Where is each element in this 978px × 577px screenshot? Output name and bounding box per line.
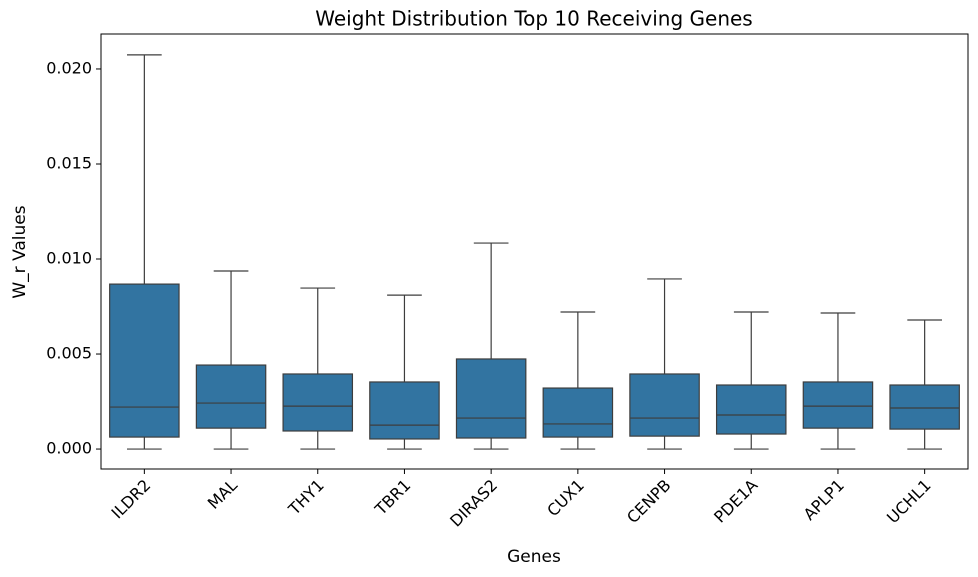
box <box>802 381 874 429</box>
x-tick-label: TBR1 <box>371 476 415 520</box>
x-tick-label: MAL <box>204 476 241 513</box>
x-tick-label: CUX1 <box>543 476 588 521</box>
y-tick-label: 0.010 <box>46 249 92 268</box>
box <box>195 364 267 429</box>
y-axis-label: W_r Values <box>10 205 30 298</box>
y-tick-label: 0.000 <box>46 439 92 458</box>
x-tick-label: PDE1A <box>710 476 761 527</box>
x-tick-label: THY1 <box>284 476 328 520</box>
box <box>109 283 180 438</box>
x-axis-label: Genes <box>507 547 561 567</box>
box <box>282 373 354 432</box>
y-tick-label: 0.015 <box>46 153 92 172</box>
box <box>369 381 440 440</box>
x-tick-label: CENPB <box>623 476 675 528</box>
plot-frame <box>100 33 969 470</box>
chart-title: Weight Distribution Top 10 Receiving Gen… <box>315 7 752 31</box>
box <box>455 358 527 439</box>
box <box>715 384 787 435</box>
y-tick-label: 0.020 <box>46 58 92 77</box>
box <box>629 373 700 437</box>
x-tick-label: APLP1 <box>800 476 848 524</box>
x-tick-label: UCHL1 <box>883 476 935 528</box>
x-tick-label: ILDR2 <box>108 476 155 523</box>
x-tick-label: DIRAS2 <box>446 476 501 531</box>
box <box>889 384 960 430</box>
y-tick-label: 0.005 <box>46 344 92 363</box>
box <box>542 387 614 438</box>
